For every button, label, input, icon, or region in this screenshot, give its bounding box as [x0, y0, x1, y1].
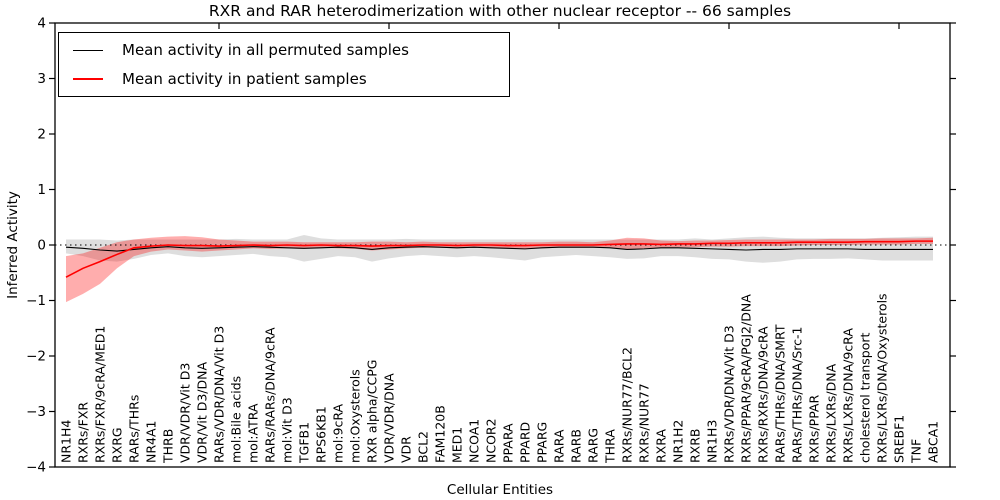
- legend-label-patient: Mean activity in patient samples: [122, 69, 367, 88]
- x-category-label: mol:ATRA: [246, 403, 261, 463]
- legend-row-patient: Mean activity in patient samples: [59, 70, 509, 88]
- chart-title: RXR and RAR heterodimerization with othe…: [208, 2, 792, 20]
- x-category-label: TNF: [909, 439, 924, 464]
- x-category-label: VDR/VDR/Vit D3: [178, 363, 193, 463]
- legend-row-permuted: Mean activity in all permuted samples: [59, 41, 509, 59]
- x-category-label: RARs/THRs: [127, 395, 142, 463]
- x-category-label: NR4A1: [144, 421, 159, 464]
- x-category-label: ABCA1: [926, 421, 941, 463]
- legend: Mean activity in all permuted samples Me…: [58, 32, 510, 97]
- x-category-label: RXRs/NUR77/BCL2: [620, 347, 635, 463]
- x-category-label: RXRs/LXRs/DNA/9cRA: [841, 328, 856, 463]
- permuted-mean-line: [65, 246, 933, 252]
- x-category-label: NR1H4: [59, 420, 74, 463]
- x-category-label: RXRs/FXR: [76, 402, 91, 463]
- x-category-label: NCOA1: [467, 419, 482, 463]
- x-category-label: RXRs/RXRs/DNA/9cRA: [756, 326, 771, 463]
- x-category-label: RXRB: [688, 428, 703, 463]
- patient-mean-line: [65, 240, 933, 278]
- x-category-label: RARG: [586, 428, 601, 463]
- x-category-label: PPARA: [501, 423, 516, 463]
- y-tick-label: 1: [37, 182, 46, 198]
- x-category-label: THRB: [161, 429, 176, 464]
- x-category-label: VDR/VDR/DNA: [382, 373, 397, 463]
- x-category-label: PPARG: [535, 422, 550, 463]
- x-category-label: mol:Bile acids: [229, 376, 244, 463]
- x-category-label: RARs/VDR/DNA/Vit D3: [212, 326, 227, 463]
- x-category-label: VDR/Vit D3/DNA: [195, 362, 210, 463]
- x-category-label: RXRs/VDR/DNA/Vit D3: [722, 325, 737, 463]
- x-category-label: RXRs/NUR77: [637, 383, 652, 463]
- x-category-label: RXRG: [110, 427, 125, 463]
- x-category-label: RXRA: [654, 429, 669, 463]
- x-category-label: FAM120B: [433, 405, 448, 463]
- y-tick-label: 3: [37, 71, 46, 87]
- patient-line-swatch-icon: [73, 77, 103, 80]
- x-category-label: BCL2: [416, 431, 431, 463]
- x-category-label: RXRs/PPAR: [807, 395, 822, 463]
- y-tick-label: −1: [26, 293, 46, 309]
- x-category-label: mol:9cRA: [331, 403, 346, 463]
- y-tick-label: 4: [37, 16, 46, 32]
- x-category-label: RXRs/FXR/9cRA/MED1: [93, 326, 108, 463]
- y-tick-label: 0: [37, 238, 46, 254]
- x-category-label: THRA: [603, 429, 618, 464]
- x-category-label: NCOR2: [484, 418, 499, 463]
- y-tick-label: 2: [37, 127, 46, 143]
- x-category-label: RARs/RARs/DNA/9cRA: [263, 327, 278, 463]
- permuted-line-swatch-icon: [73, 49, 103, 51]
- x-category-label: NR1H3: [705, 420, 720, 463]
- x-category-label: RARs/THRs/DNA/Src-1: [790, 327, 805, 463]
- x-category-label: RXRs/PPAR/9cRA/PGJ2/DNA: [739, 294, 754, 463]
- y-tick-label: −2: [26, 349, 46, 365]
- x-category-label: TGFB1: [297, 422, 312, 464]
- x-category-label: MED1: [450, 427, 465, 463]
- x-category-label: RXRs/LXRs/DNA: [824, 363, 839, 463]
- permuted-confidence-band: [66, 235, 933, 263]
- x-category-label: RPS6KB1: [314, 406, 329, 463]
- x-category-label: mol:Oxysterols: [348, 369, 363, 463]
- x-category-label: RARA: [552, 429, 567, 463]
- x-category-label: RXR alpha/CCPG: [365, 360, 380, 463]
- x-category-label: mol:Vit D3: [280, 397, 295, 463]
- x-category-label: RARs/THRs/DNA/SMRT: [773, 324, 788, 463]
- x-category-label: NR1H2: [671, 420, 686, 463]
- x-category-label: RXRs/LXRs/DNA/Oxysterols: [875, 293, 890, 463]
- x-category-label: PPARD: [518, 422, 533, 463]
- y-tick-label: −3: [26, 404, 46, 420]
- x-category-label: RARB: [569, 429, 584, 463]
- x-category-label: VDR: [399, 436, 414, 463]
- y-tick-label: −4: [26, 460, 46, 476]
- x-category-label: cholesterol transport: [858, 332, 873, 463]
- x-axis-label: Cellular Entities: [446, 482, 554, 498]
- x-category-label: SREBF1: [892, 415, 907, 463]
- legend-label-permuted: Mean activity in all permuted samples: [122, 41, 409, 60]
